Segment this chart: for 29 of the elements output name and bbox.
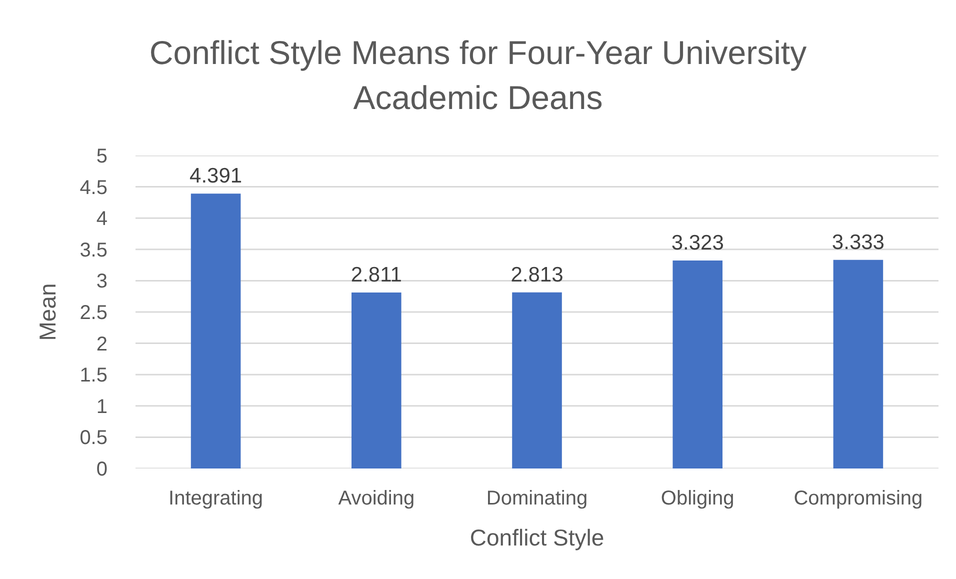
x-axis-title: Conflict Style <box>470 524 604 550</box>
data-label: 3.323 <box>671 231 724 254</box>
y-tick-label: 1.5 <box>80 364 108 387</box>
y-tick-label: 3 <box>96 270 108 293</box>
x-tick-label: Obliging <box>660 488 734 510</box>
chart-title: Conflict Style Means for Four-Year University Academic Deans <box>148 33 808 118</box>
y-tick-label: 5 <box>96 146 108 168</box>
y-tick-label: 0.5 <box>80 427 108 450</box>
y-tick-label: 3.5 <box>80 239 108 262</box>
bar <box>833 260 884 468</box>
x-tick-label: Compromising <box>794 488 923 510</box>
y-axis-title: Mean <box>34 283 61 341</box>
bar <box>352 292 402 468</box>
bar <box>190 194 241 468</box>
y-tick-label: 2.5 <box>80 302 108 324</box>
y-tick-label: 2 <box>96 333 108 356</box>
data-label: 2.813 <box>510 263 564 286</box>
x-tick-label: Integrating <box>168 488 264 510</box>
y-tick-label: 4.5 <box>80 176 108 199</box>
x-tick-label: Dominating <box>486 488 588 510</box>
x-tick-label: Avoiding <box>338 488 415 510</box>
y-tick-label: 1 <box>96 396 108 418</box>
bar <box>512 292 562 468</box>
data-label: 3.333 <box>832 230 884 254</box>
y-tick-label: 4 <box>96 208 108 230</box>
y-tick-label: 0 <box>96 458 108 480</box>
bar <box>672 260 722 468</box>
data-label: 4.391 <box>190 164 242 188</box>
data-label: 2.811 <box>350 264 402 287</box>
